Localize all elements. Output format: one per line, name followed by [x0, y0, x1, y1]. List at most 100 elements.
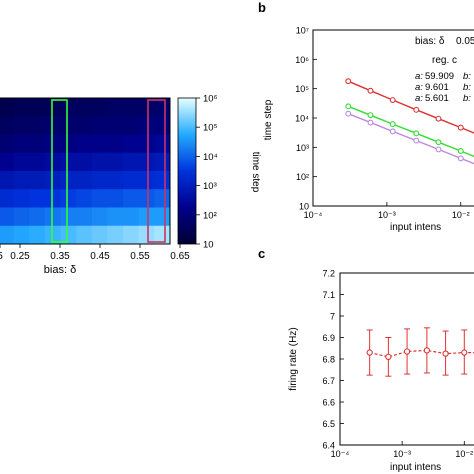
heatmap-cell	[44, 116, 61, 135]
heatmap-cell	[76, 225, 93, 245]
annotation-a-purple: a:	[415, 93, 423, 104]
heatmap-cell	[29, 152, 46, 172]
heatmap-cell	[107, 207, 124, 227]
heatmap-cell	[123, 134, 140, 154]
colorbar-tick-label: 10³	[203, 181, 217, 192]
heatmap-cell	[91, 116, 108, 135]
panel-b-series-line	[347, 113, 474, 165]
panel-b-y-tick-label: 10⁵	[295, 84, 309, 94]
heatmap-frame	[0, 97, 171, 245]
colorbar-tick-label: 10	[203, 240, 214, 251]
panel-b-point	[413, 130, 420, 137]
panel-b-y-tick-label: 10⁷	[296, 26, 309, 36]
colorbar-tick-label: 10⁴	[203, 152, 218, 163]
heatmap-cell	[123, 98, 140, 117]
panel-b-point	[345, 78, 352, 85]
panel-b-point	[457, 124, 464, 131]
heatmap-cell	[0, 225, 15, 245]
panel-b-point	[389, 128, 396, 135]
panel-c-label: c	[258, 246, 265, 261]
panel-b-x-tick-label: 10⁻⁴	[304, 210, 323, 220]
heatmap-cell	[29, 116, 46, 135]
heatmap-cell	[123, 189, 140, 208]
heatmap-cell	[76, 207, 93, 227]
annotation-b-purple: b:	[463, 93, 471, 104]
heatmap-cell	[76, 116, 93, 135]
heatmap-x-tick-label: 0.25	[10, 251, 30, 262]
panel-b-point	[345, 110, 352, 117]
highlight-box	[147, 99, 166, 243]
colorbar-ticks: 10 10² 10³ 10⁴ 10⁵ 10⁶	[196, 94, 218, 251]
heatmap-cell	[0, 98, 15, 117]
panel-c-point	[366, 349, 373, 356]
annotation-a-green: a:	[415, 82, 423, 93]
panel-c-point	[442, 350, 449, 357]
panel-b-point	[413, 137, 420, 144]
panel-b-y-tick-label: 10	[299, 202, 309, 212]
panel-c-series	[366, 327, 474, 377]
panel-c-y-axis-label: firing rate (Hz)	[288, 327, 299, 390]
heatmap-cell	[123, 207, 140, 227]
heatmap-cell	[154, 207, 171, 227]
colorbar-tick-label: 10⁶	[203, 94, 218, 105]
heatmap-cell	[76, 152, 93, 172]
panel-c-point	[385, 353, 392, 360]
panel-b-point	[435, 115, 442, 122]
heatmap-cell	[60, 171, 77, 190]
heatmap-cell	[138, 225, 155, 245]
panel-c-y-tick-label: 6.5	[322, 419, 335, 429]
highlight-box	[51, 99, 68, 243]
panel-c-axes: 6.4 6.5 6.6 6.7 6.8 6.9 7 7.1 7.2 10⁻⁴ 10⁻³ 10⁻²	[322, 269, 473, 460]
annotation-b-red: b:	[463, 71, 471, 82]
heatmap-cell	[107, 152, 124, 172]
heatmap-cell	[60, 225, 77, 245]
heatmap-cell	[29, 98, 46, 117]
panel-b-point	[345, 103, 352, 110]
heatmap-cell	[154, 134, 171, 154]
panel-b-x-tick-label: 10⁻³	[378, 210, 396, 220]
heatmap-cell	[91, 152, 108, 172]
panel-b-point	[435, 146, 442, 153]
fit-param-red: 59.909	[425, 71, 454, 82]
panel-b-y-tick-label: 10⁴	[295, 114, 309, 124]
heatmap-cell	[13, 225, 30, 245]
panel-b-annotations: bias: δ 0.05 reg. c a: 59.909 b: a: 9.60…	[415, 36, 474, 104]
annotation-b-green: b:	[463, 82, 471, 93]
heatmap-cell	[107, 189, 124, 208]
heatmap-cell	[123, 225, 140, 245]
heatmap-cell	[154, 225, 171, 245]
heatmap-cell	[60, 98, 77, 117]
panel-c-x-tick-label: 10⁻²	[455, 449, 473, 459]
heatmap-cell	[44, 189, 61, 208]
panel-c-y-tick-label: 7	[330, 312, 335, 322]
colorbar-label: time step	[250, 152, 261, 193]
heatmap-cell	[91, 207, 108, 227]
heatmap-cell	[60, 189, 77, 208]
heatmap-cell	[154, 98, 171, 117]
heatmap-cell	[60, 116, 77, 135]
heatmap-x-tick-label: 5	[0, 251, 3, 262]
panel-b-x-axis-label: input intens	[390, 222, 441, 233]
panel-b-y-tick-label: 10⁶	[295, 55, 309, 65]
heatmap-cell	[29, 225, 46, 245]
heatmap-cell	[91, 171, 108, 190]
panel-c-y-tick-label: 7.1	[322, 290, 335, 300]
heatmap-highlight-boxes	[51, 99, 166, 243]
heatmap-cell	[123, 152, 140, 172]
heatmap-cell	[13, 189, 30, 208]
panel-c-x-axis-label: input intens	[390, 462, 441, 473]
heatmap-cell	[91, 225, 108, 245]
colorbar	[177, 97, 197, 245]
heatmap-cell	[60, 207, 77, 227]
heatmap-x-tick-label: 0.35	[50, 251, 70, 262]
panel-c-y-tick-label: 7.2	[322, 269, 335, 279]
panel-b-series-line	[347, 80, 474, 134]
heatmap-cell	[107, 116, 124, 135]
heatmap-cell	[44, 152, 61, 172]
heatmap-cell	[13, 134, 30, 154]
heatmap-x-axis-label: bias: δ	[44, 264, 76, 276]
heatmap-cell	[154, 116, 171, 135]
heatmap-cell	[91, 189, 108, 208]
heatmap-cell	[29, 134, 46, 154]
